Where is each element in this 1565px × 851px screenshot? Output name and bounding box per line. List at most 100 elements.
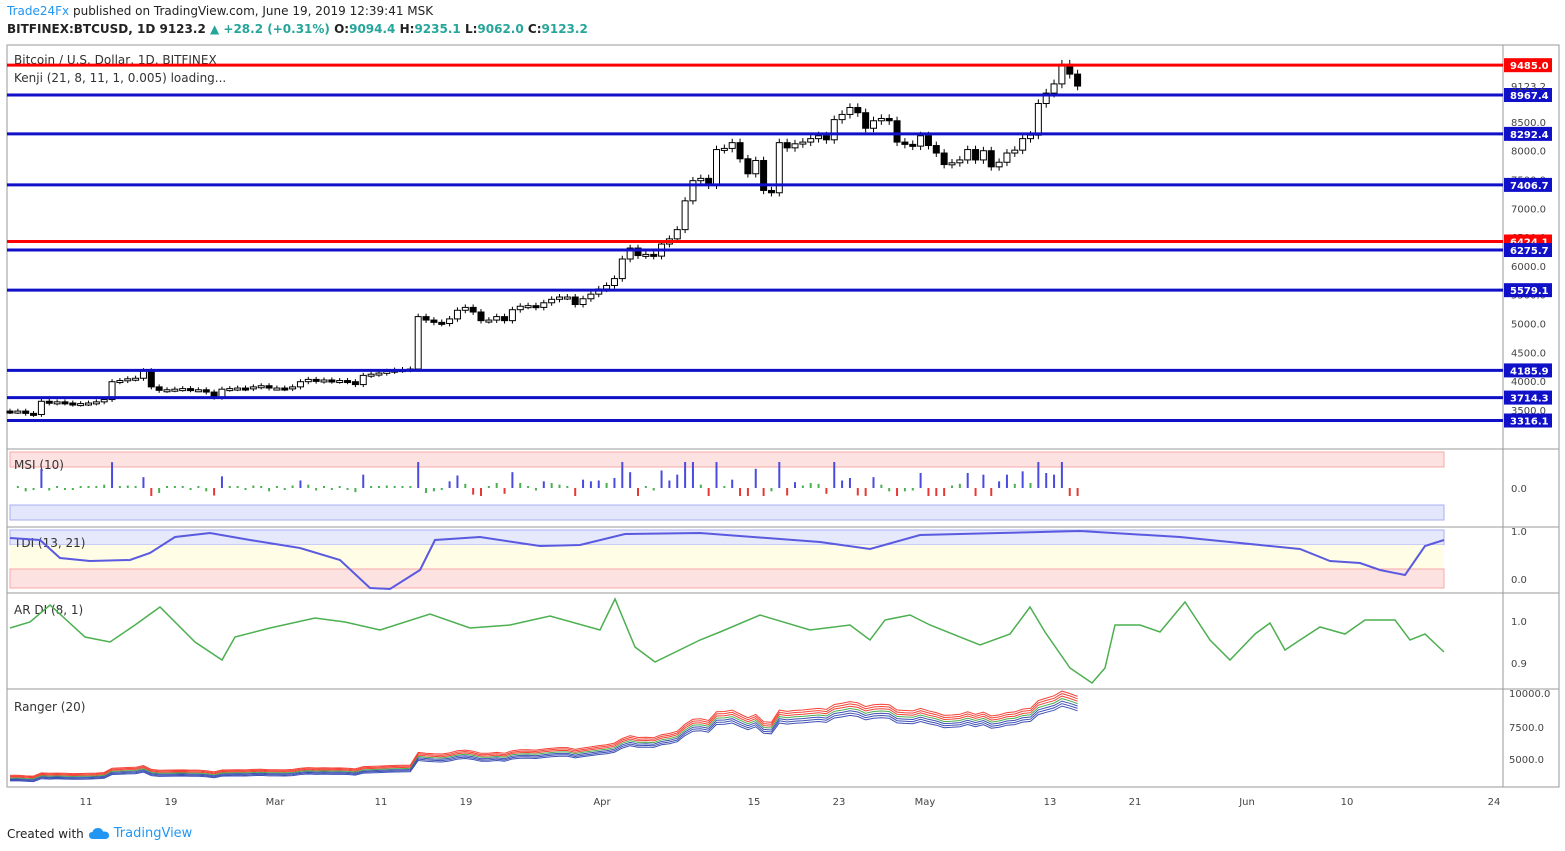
candle-body xyxy=(854,107,862,114)
candle-body xyxy=(273,387,281,391)
tradingview-logo[interactable]: TradingView xyxy=(113,826,193,841)
symbol: BITFINEX:BTCUSD, 1D xyxy=(7,22,156,36)
level-label: 7406.7 xyxy=(1510,181,1549,192)
candle-body xyxy=(775,142,783,194)
level-label: 3316.1 xyxy=(1510,417,1549,428)
tdi-mid-zone xyxy=(10,545,1444,569)
candle-body xyxy=(752,160,760,175)
candle-body xyxy=(1003,152,1011,163)
time-tick-label: May xyxy=(915,797,936,808)
candle-body xyxy=(767,189,775,194)
candle-body xyxy=(713,149,720,186)
candle-body xyxy=(532,305,540,309)
change: +28.2 (+0.31%) xyxy=(223,22,330,36)
candle-body xyxy=(289,386,297,390)
candle-body xyxy=(328,379,336,383)
up-triangle-icon: ▲ xyxy=(209,22,220,36)
ranger-label: Ranger (20) xyxy=(14,700,85,714)
candle-body xyxy=(249,386,257,390)
candle-body xyxy=(822,135,830,141)
chart-frame xyxy=(6,44,1560,788)
tdi-tick: 1.0 xyxy=(1511,527,1527,538)
candle-body xyxy=(681,200,689,231)
candle-body xyxy=(830,119,838,141)
ohlc-line: BITFINEX:BTCUSD, 1D 9123.2 ▲ +28.2 (+0.3… xyxy=(7,22,588,36)
candle-body xyxy=(6,410,14,414)
candle-body xyxy=(516,305,524,311)
time-tick-label: 15 xyxy=(748,797,761,808)
time-tick-label: Jun xyxy=(1238,797,1255,808)
ranger-tick: 7500.0 xyxy=(1509,723,1544,734)
candle-body xyxy=(924,135,932,147)
published-text: published on TradingView.com, June 19, 2… xyxy=(72,4,434,18)
ranger-band xyxy=(9,703,1078,782)
level-label: 6275.7 xyxy=(1510,246,1549,257)
candle-body xyxy=(618,258,626,280)
level-label: 6424.1 xyxy=(1510,237,1549,248)
price-tick-label: 3500.0 xyxy=(1511,406,1546,417)
close-value: 9123.2 xyxy=(541,22,588,36)
candle-body xyxy=(226,388,234,392)
candle-body xyxy=(69,402,77,406)
candle-body xyxy=(446,318,454,325)
msi-zero-tick: 0.0 xyxy=(1511,484,1527,495)
candle-body xyxy=(870,120,877,129)
author-link[interactable]: Trade24Fx xyxy=(7,4,70,18)
candle-body xyxy=(556,296,563,300)
price-tick-label: 7000.0 xyxy=(1511,204,1546,215)
ranger-tick: 5000.0 xyxy=(1509,755,1544,766)
ranger-band xyxy=(9,700,1078,781)
candle-body xyxy=(171,388,179,392)
candle-body xyxy=(932,145,940,154)
candle-body xyxy=(815,135,823,140)
candle-body xyxy=(92,401,100,405)
time-tick-label: 11 xyxy=(80,797,93,808)
candle-body xyxy=(53,401,61,405)
level-label-box xyxy=(1504,363,1552,378)
candle-body xyxy=(179,388,187,392)
indicator-label: Kenji (21, 8, 11, 1, 0.005) loading... xyxy=(14,71,226,85)
candle-body xyxy=(1034,102,1042,136)
candle-body xyxy=(501,316,509,322)
candle-body xyxy=(524,305,532,309)
candle-body xyxy=(744,158,752,175)
candle-body xyxy=(344,380,352,384)
ardi-tick: 1.0 xyxy=(1511,617,1527,628)
candle-body xyxy=(956,159,964,164)
ardi-tick: 0.9 xyxy=(1511,659,1527,670)
candle-body xyxy=(885,117,893,122)
candle-body xyxy=(187,388,195,392)
candle-body xyxy=(124,378,132,382)
candle-body xyxy=(163,389,171,393)
candle-body xyxy=(893,120,901,143)
candle-body xyxy=(147,370,155,388)
candle-body xyxy=(30,412,38,416)
candle-body xyxy=(22,410,30,414)
candle-body xyxy=(760,160,768,191)
candle-body xyxy=(917,135,925,147)
level-label-box xyxy=(1504,413,1552,428)
candle-body xyxy=(1011,149,1019,154)
candle-body xyxy=(1058,63,1066,85)
price-tick-label: 4000.0 xyxy=(1511,377,1546,388)
time-tick-label: 24 xyxy=(1488,797,1501,808)
tdi-tick: 0.0 xyxy=(1511,575,1527,586)
candle-body xyxy=(964,149,972,161)
tradingview-cloud-icon xyxy=(88,827,109,839)
ranger-band xyxy=(9,705,1078,783)
candle-body xyxy=(359,374,367,386)
candle-body xyxy=(242,387,249,391)
msi-oversold-zone xyxy=(9,504,1445,521)
candle-body xyxy=(77,403,85,407)
ranger-band xyxy=(9,695,1078,779)
level-label: 3714.3 xyxy=(1510,394,1549,405)
candles xyxy=(6,59,1082,417)
level-label-box xyxy=(1504,58,1552,73)
ranger-band xyxy=(9,690,1078,777)
chart-title: Bitcoin / U.S. Dollar, 1D, BITFINEX xyxy=(14,53,217,67)
candle-body xyxy=(642,253,650,257)
level-label: 8292.4 xyxy=(1510,130,1549,141)
candle-body xyxy=(132,377,140,381)
